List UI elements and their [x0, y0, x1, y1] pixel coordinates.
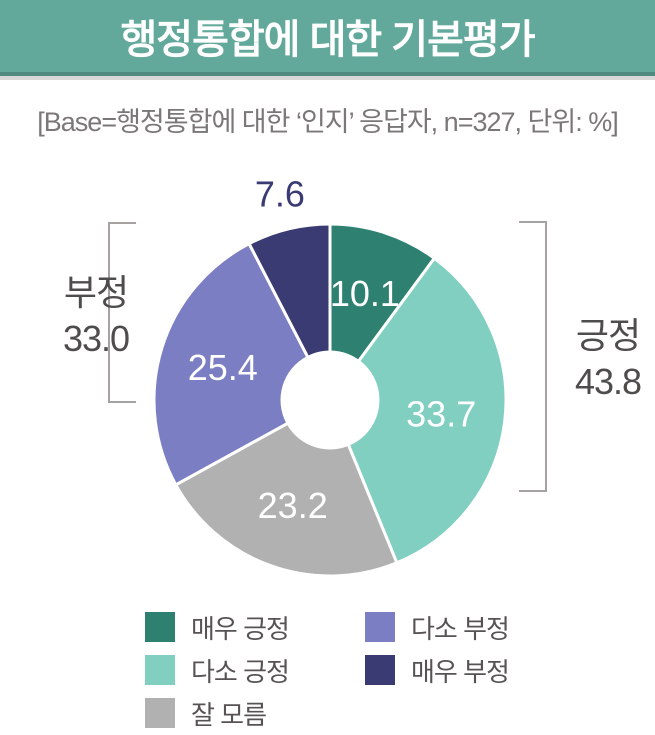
legend-label-somewhat-positive: 다소 긍정 — [191, 656, 290, 687]
positive-group-name: 긍정 — [575, 315, 641, 356]
legend-swatch-somewhat-negative — [365, 612, 395, 642]
slice-value-label-3: 25.4 — [188, 347, 258, 388]
negative-group-name: 부정 — [63, 272, 129, 313]
legend-item-very-negative: 매우 부정 — [365, 655, 510, 687]
legend-label-somewhat-negative: 다소 부정 — [411, 613, 510, 644]
legend-swatch-somewhat-positive — [145, 655, 175, 685]
legend-swatch-very-negative — [365, 655, 395, 685]
legend-label-very-negative: 매우 부정 — [411, 656, 510, 687]
legend-swatch-very-positive — [145, 612, 175, 642]
legend-column-1: 매우 긍정 다소 긍정 잘 모름 — [145, 612, 290, 735]
donut-chart-area: 10.1 33.7 23.2 25.4 7.6 부정 33.0 긍정 43.8 — [0, 160, 655, 620]
title-bar: 행정통합에 대한 기본평가 — [0, 0, 655, 76]
positive-group-value: 43.8 — [574, 361, 642, 402]
legend-item-dont-know: 잘 모름 — [145, 698, 289, 730]
slice-1 — [328, 256, 508, 565]
negative-group-bracket — [108, 222, 136, 403]
slice-3 — [152, 242, 332, 487]
donut-chart: 10.1 33.7 23.2 25.4 7.6 — [152, 174, 508, 578]
slice-value-label-0: 10.1 — [330, 273, 400, 314]
legend-item-somewhat-negative: 다소 부정 — [365, 612, 510, 644]
chart-legend: 매우 긍정 다소 긍정 잘 모름 다소 부정 매우 부정 — [0, 606, 655, 735]
positive-group-label: 긍정 43.8 — [552, 313, 655, 405]
slice-value-label-2: 23.2 — [258, 485, 328, 526]
slice-0 — [328, 222, 436, 402]
legend-label-very-positive: 매우 긍정 — [191, 613, 290, 644]
page-title: 행정통합에 대한 기본평가 — [120, 18, 535, 62]
donut-hole — [280, 350, 380, 450]
positive-group-bracket — [519, 221, 547, 492]
legend-item-somewhat-positive: 다소 긍정 — [145, 655, 290, 687]
legend-column-2: 다소 부정 매우 부정 — [365, 612, 510, 698]
negative-group-label: 부정 33.0 — [40, 270, 152, 362]
legend-swatch-dont-know — [145, 698, 175, 728]
slice-value-label-4: 7.6 — [255, 174, 305, 215]
negative-group-value: 33.0 — [62, 318, 130, 359]
legend-item-very-positive: 매우 긍정 — [145, 612, 290, 644]
base-note: [Base=행정통합에 대한 ‘인지’ 응답자, n=327, 단위: %] — [37, 107, 618, 137]
legend-label-dont-know: 잘 모름 — [191, 699, 267, 730]
slice-value-label-1: 33.7 — [406, 393, 476, 434]
